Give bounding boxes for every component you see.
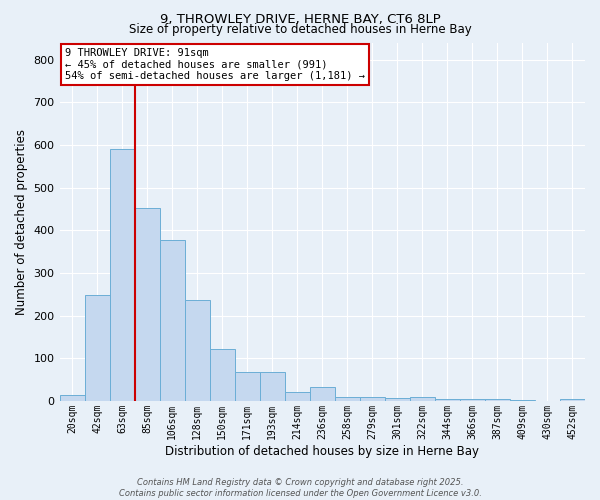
Text: Size of property relative to detached houses in Herne Bay: Size of property relative to detached ho… <box>128 22 472 36</box>
Text: 9 THROWLEY DRIVE: 91sqm
← 45% of detached houses are smaller (991)
54% of semi-d: 9 THROWLEY DRIVE: 91sqm ← 45% of detache… <box>65 48 365 81</box>
Bar <box>59 394 85 401</box>
Bar <box>110 149 134 401</box>
Bar <box>185 300 209 401</box>
X-axis label: Distribution of detached houses by size in Herne Bay: Distribution of detached houses by size … <box>165 444 479 458</box>
Text: 9, THROWLEY DRIVE, HERNE BAY, CT6 8LP: 9, THROWLEY DRIVE, HERNE BAY, CT6 8LP <box>160 12 440 26</box>
Bar <box>385 398 410 401</box>
Bar <box>485 399 510 401</box>
Bar <box>435 399 460 401</box>
Bar <box>260 372 285 401</box>
Bar <box>310 388 335 401</box>
Bar <box>285 392 310 401</box>
Bar <box>335 396 360 401</box>
Bar <box>85 295 110 401</box>
Bar <box>360 396 385 401</box>
Bar <box>410 396 435 401</box>
Bar <box>510 400 535 401</box>
Bar <box>160 240 185 401</box>
Bar <box>235 372 260 401</box>
Bar <box>460 399 485 401</box>
Y-axis label: Number of detached properties: Number of detached properties <box>15 128 28 314</box>
Text: Contains HM Land Registry data © Crown copyright and database right 2025.
Contai: Contains HM Land Registry data © Crown c… <box>119 478 481 498</box>
Bar <box>209 349 235 401</box>
Bar <box>134 208 160 401</box>
Bar <box>560 399 585 401</box>
